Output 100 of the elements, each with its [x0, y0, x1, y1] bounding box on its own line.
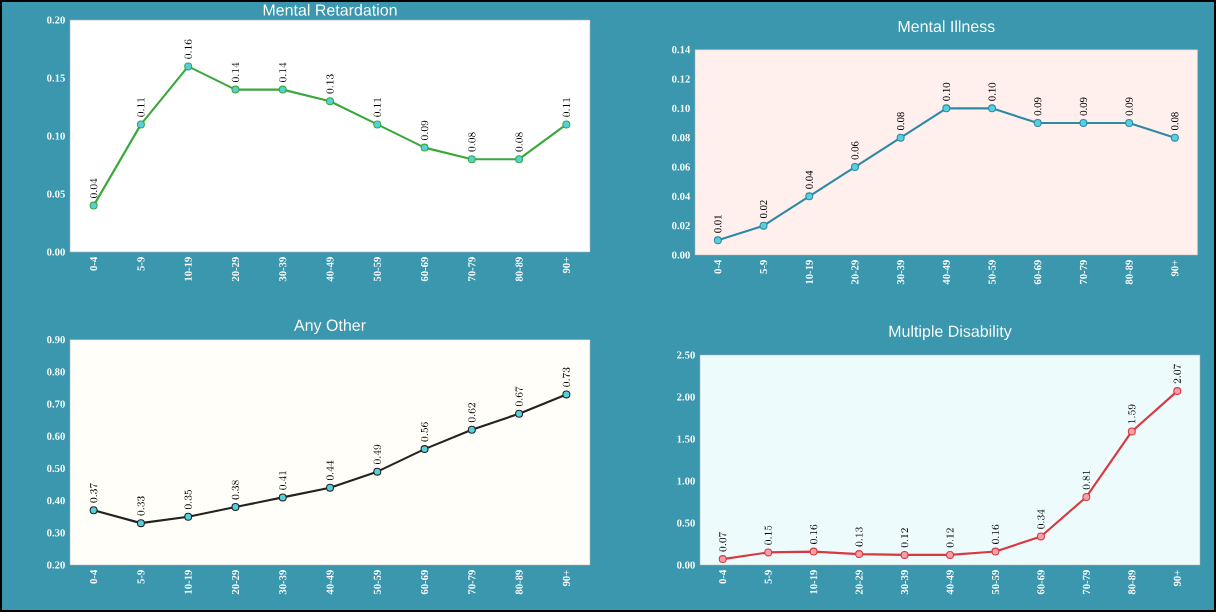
data-label: 0. 11	[562, 97, 571, 117]
data-label: 0.01	[714, 215, 722, 233]
y-tick-label: 0.20	[47, 561, 65, 569]
data-label: 0.73	[562, 367, 571, 387]
data-label: 0.44	[326, 460, 334, 481]
x-tick-label: 30-39	[897, 260, 905, 285]
y-tick-label: 0.05	[47, 190, 65, 198]
point	[809, 547, 818, 556]
data-label: 0.62	[468, 403, 476, 423]
x-tick-label: 30-39	[279, 257, 287, 282]
y-tick-label: 2.00	[677, 393, 695, 401]
y-tick-label: 0.70	[47, 400, 65, 408]
x-tick-label: 0-4	[719, 569, 727, 584]
data-label: 0.04	[805, 170, 813, 189]
x-tick-label: 30-39	[279, 570, 287, 595]
chart-title: Mental Illness	[898, 20, 995, 33]
x-tick-label: 90+	[1173, 570, 1181, 587]
point	[805, 192, 814, 201]
x-tick-label: 10-19	[805, 260, 813, 284]
y-tick-label: 0.04	[672, 192, 691, 200]
y-tick-label: 0.60	[47, 432, 65, 440]
x-tick-label: 30-39	[900, 570, 909, 595]
data-label: 0.49	[373, 444, 381, 465]
data-label: 0.08	[515, 132, 523, 152]
y-tick-label: 0.14	[672, 46, 691, 54]
point	[1033, 118, 1042, 128]
data-label: 0.41	[278, 470, 287, 490]
y-tick-label: 0.10	[672, 104, 690, 112]
data-label: 0. 14	[231, 62, 240, 82]
x-tick-label: 70-79	[468, 257, 476, 281]
x-tick-label: 20-29	[231, 257, 240, 282]
data-label: 2.07	[1173, 363, 1181, 384]
data-label: 0.56	[420, 422, 429, 442]
x-tick-label: 90+	[562, 570, 570, 587]
x-tick-label: 40-49	[326, 570, 334, 595]
x-tick-label: 40-49	[942, 260, 950, 285]
x-tick-label: 0-4	[90, 569, 98, 584]
point	[467, 155, 476, 164]
data-label: 0.08	[897, 112, 905, 131]
x-tick-label: 50-59	[373, 570, 381, 595]
point	[850, 163, 859, 172]
x-tick-label: 5-9	[137, 257, 145, 271]
x-tick-label: 60-69	[1034, 260, 1042, 285]
data-label: 0. 13	[326, 74, 334, 94]
y-tick-label: 0.20	[47, 16, 65, 24]
point	[467, 425, 476, 434]
point	[718, 555, 727, 564]
point	[896, 133, 905, 142]
point	[515, 155, 524, 164]
data-label: 0.35	[184, 489, 192, 510]
data-label: 0.07	[718, 531, 727, 552]
x-tick-label: 70-79	[468, 570, 476, 594]
data-label: 0.10	[942, 82, 950, 101]
y-tick-label: 1.00	[677, 477, 695, 485]
data-label: 0.37	[89, 483, 98, 503]
data-label: 0.81	[1082, 470, 1091, 490]
y-tick-label: 0.08	[672, 134, 690, 142]
x-tick-label: 20-29	[855, 570, 863, 595]
data-label: 0.09	[1125, 97, 1133, 116]
y-tick-label: 0.40	[47, 497, 65, 505]
point	[1127, 427, 1136, 436]
point	[1036, 532, 1045, 541]
x-tick-label: 10-19	[184, 570, 192, 594]
y-tick-label: 0.00	[672, 251, 690, 259]
x-tick-label: 5-9	[764, 570, 772, 584]
data-label: 0. 15	[764, 525, 772, 545]
x-tick-label: 40-49	[946, 570, 954, 595]
point	[136, 519, 145, 528]
x-tick-label: 20-29	[231, 570, 240, 595]
x-tick-label: 10-19	[184, 257, 192, 281]
point	[326, 483, 335, 492]
data-label: 0.02	[759, 200, 768, 219]
chart-title: Multiple Disability	[889, 325, 1012, 341]
point	[420, 445, 429, 454]
point	[991, 547, 1000, 556]
x-tick-label: 80-89	[1128, 570, 1136, 595]
point	[1170, 133, 1179, 142]
y-tick-label: 2.50	[677, 351, 695, 359]
data-label: 0. 14	[278, 62, 287, 82]
point	[562, 390, 571, 399]
y-tick-label: 0.02	[672, 222, 690, 230]
point	[946, 550, 955, 559]
point	[278, 493, 287, 502]
x-tick-label: 50-59	[991, 570, 1000, 595]
data-label: 0.08	[468, 132, 476, 152]
point	[184, 62, 193, 71]
x-tick-label: 90+	[1171, 260, 1179, 277]
x-tick-label: 80-89	[515, 257, 523, 282]
data-label: 0.04	[89, 178, 98, 198]
y-tick-label: 0.06	[672, 163, 690, 171]
x-tick-label: 50-59	[988, 260, 996, 285]
y-tick-label: 0.30	[47, 529, 65, 537]
y-tick-label: 0.00	[47, 248, 65, 256]
point	[988, 104, 997, 113]
data-label: 0. 11	[373, 97, 381, 117]
point	[1173, 387, 1182, 396]
x-tick-label: 70-79	[1079, 260, 1088, 284]
x-tick-label: 60-69	[420, 257, 429, 282]
x-tick-label: 0-4	[90, 256, 98, 271]
data-label: 0.38	[231, 480, 240, 500]
